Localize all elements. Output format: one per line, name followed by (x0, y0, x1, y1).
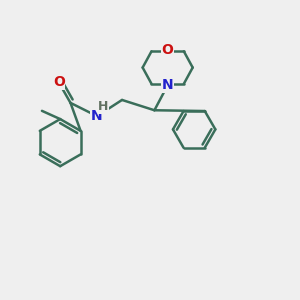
Text: O: O (162, 43, 174, 57)
Text: N: N (162, 78, 173, 92)
Text: O: O (53, 75, 65, 89)
Text: N: N (91, 109, 103, 123)
Text: H: H (98, 100, 109, 113)
